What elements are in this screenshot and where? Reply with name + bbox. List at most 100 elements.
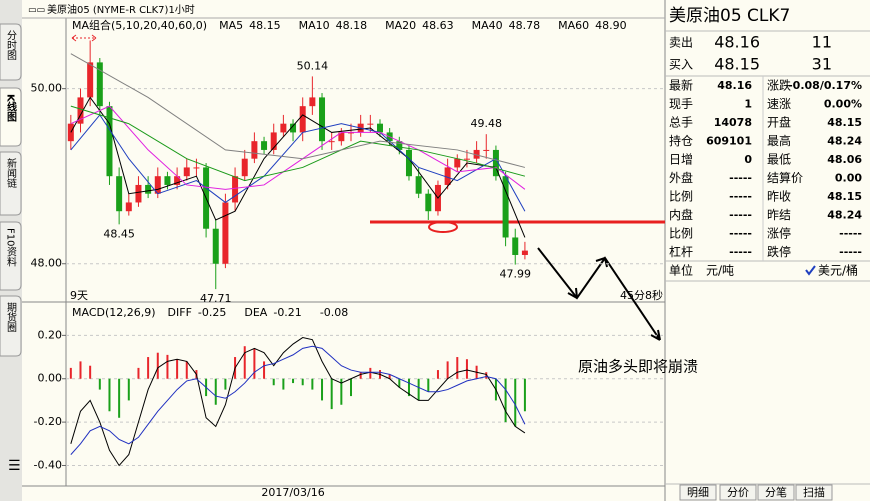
candle-body — [405, 149, 412, 177]
macd-bar — [69, 367, 72, 379]
side-tab-label[interactable]: 分时图 — [5, 30, 17, 61]
unit-label: 单位 — [669, 263, 693, 278]
quote-value: ----- — [729, 209, 752, 222]
legend-label: MA60 — [558, 19, 589, 32]
legend-title: MA组合(5,10,20,40,60,0) — [72, 18, 207, 32]
tab[interactable] — [795, 484, 833, 501]
macd-bar — [253, 348, 256, 379]
tab-label[interactable]: 分笔 — [765, 485, 787, 499]
macd-bar — [137, 367, 140, 379]
period-label: 9天 — [70, 289, 88, 302]
macd-bar — [446, 361, 449, 379]
side-tab-label[interactable]: 期货圈 — [5, 302, 17, 333]
quote-label: 日增 — [669, 153, 693, 167]
side-tab-label[interactable]: K线图 — [5, 94, 17, 123]
macd-bar — [465, 359, 468, 379]
quote-value: 0 — [744, 153, 752, 166]
macd-bar — [224, 378, 227, 390]
tab-label[interactable]: 扫描 — [803, 485, 825, 499]
candle-body — [164, 176, 171, 185]
macd-bar — [292, 378, 295, 384]
side-tab[interactable] — [0, 151, 22, 216]
candle-body — [212, 228, 219, 264]
macd-bar — [156, 352, 159, 379]
candle-body — [338, 132, 345, 142]
y-tick-label: 0.20 — [38, 328, 63, 341]
candle-body — [299, 106, 306, 133]
annotation: 原油多头即将崩溃 — [578, 358, 698, 376]
arrow-head — [567, 257, 661, 341]
macd-bar — [359, 372, 362, 379]
candle-body — [183, 167, 190, 177]
window-title: 美原油05 (NYME-R CLK7)1小时 — [47, 3, 195, 16]
price-chart: 50.00 48.00 MA组合(5,10,20,40,60,0) MA5 48.15 M… — [31, 18, 665, 305]
candle-body — [96, 62, 103, 107]
quote-title: 美原油05 CLK7 — [669, 6, 790, 26]
menu-icon[interactable]: ☰ — [8, 458, 21, 474]
ask-label: 卖出 — [669, 36, 693, 50]
macd-bar — [417, 378, 420, 401]
macd-bar — [504, 378, 507, 423]
side-tab-label[interactable]: 新闻链 — [5, 157, 17, 188]
unit-option[interactable]: 美元/桶 — [818, 263, 858, 278]
quote-label: 开盘 — [767, 115, 791, 130]
legend-value: 48.63 — [422, 19, 454, 32]
ask-price: 48.16 — [714, 33, 760, 52]
macd-bar — [108, 378, 111, 412]
quote-label: 跌停 — [767, 244, 791, 259]
quote-value: ----- — [729, 227, 752, 240]
quote-value: 1 — [744, 98, 752, 111]
quote-label: 涨停 — [767, 226, 791, 241]
tab[interactable] — [679, 484, 717, 501]
legend-value: -0.25 — [198, 306, 226, 319]
tab-label[interactable]: 明细 — [687, 486, 709, 499]
candle-body — [241, 158, 248, 177]
macd-bar — [127, 378, 130, 401]
candle-body — [174, 176, 181, 185]
candle-body — [154, 176, 161, 194]
ma-line — [70, 96, 526, 238]
side-tab[interactable] — [0, 221, 22, 291]
macd-bar — [176, 359, 179, 379]
y-tick-label: 48.00 — [31, 257, 63, 270]
tab[interactable] — [757, 484, 795, 501]
price-label: 47.71 — [200, 292, 232, 305]
macd-bar — [166, 354, 169, 379]
ask-volume: 11 — [812, 33, 832, 52]
macd-bar — [185, 361, 188, 379]
side-tab[interactable] — [0, 295, 22, 357]
price-label: 48.45 — [103, 227, 135, 240]
legend-value: 48.90 — [595, 19, 627, 32]
quote-label: 昨收 — [767, 190, 791, 204]
tab-label[interactable]: 分价 — [727, 486, 749, 499]
quote-label: 持仓 — [669, 133, 693, 148]
quote-label: 总手 — [669, 116, 693, 130]
candle-body — [396, 141, 403, 150]
side-tab-label[interactable]: F10资料 — [5, 228, 17, 267]
candle-body — [290, 123, 297, 133]
quote-value: -0.08/0.17% — [788, 79, 862, 92]
legend-label: DEA — [244, 306, 267, 319]
macd-bar — [398, 378, 401, 388]
bid-price: 48.15 — [714, 55, 760, 74]
candle-body — [270, 132, 277, 150]
tab[interactable] — [719, 484, 757, 501]
price-label: 47.99 — [500, 268, 532, 281]
side-tab[interactable] — [0, 23, 22, 81]
macd-bar — [321, 378, 324, 401]
quote-value: 48.06 — [827, 153, 862, 166]
unit-value[interactable]: 元/吨 — [706, 264, 734, 278]
macd-bar — [514, 378, 517, 427]
x-tick-label: 2017/03/16 — [261, 486, 324, 499]
macd-bar — [243, 346, 246, 379]
quote-value: ----- — [729, 190, 752, 203]
macd-bar — [485, 372, 488, 379]
quote-value: 48.16 — [717, 79, 752, 92]
candle-body — [309, 97, 316, 107]
candle-body — [425, 193, 432, 212]
quote-label: 速涨 — [767, 96, 791, 111]
legend-value: 48.78 — [509, 19, 541, 32]
side-tab[interactable] — [0, 87, 22, 147]
candle-body — [328, 141, 335, 143]
